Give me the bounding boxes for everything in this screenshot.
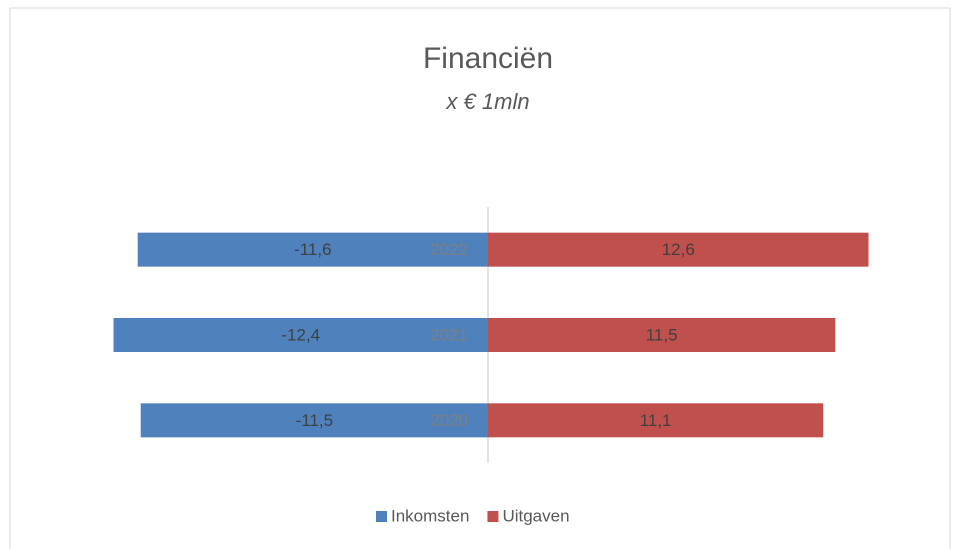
- value-label: 11,1: [640, 411, 672, 430]
- bar: [140, 403, 488, 438]
- bar: [488, 403, 824, 438]
- value-label: 12,6: [662, 240, 695, 259]
- value-label: 11,5: [646, 325, 678, 344]
- value-label: -12,4: [281, 325, 320, 344]
- category-label: 2020: [430, 411, 468, 430]
- chart-title: Financiën: [423, 42, 553, 75]
- legend-swatch: [487, 511, 499, 522]
- value-label: -11,6: [294, 240, 332, 259]
- chart-subtitle: x € 1mln: [445, 89, 529, 114]
- value-label: -11,5: [296, 411, 334, 430]
- legend-label: Inkomsten: [391, 506, 469, 525]
- bar: [137, 232, 488, 267]
- bar: [488, 232, 869, 267]
- bar: [113, 318, 489, 352]
- chart-frame: [9, 7, 951, 549]
- category-label: 2022: [430, 240, 468, 259]
- category-label: 2021: [430, 325, 468, 344]
- legend-swatch: [376, 511, 387, 522]
- bar: [488, 318, 836, 352]
- legend-label: Uitgaven: [502, 506, 569, 525]
